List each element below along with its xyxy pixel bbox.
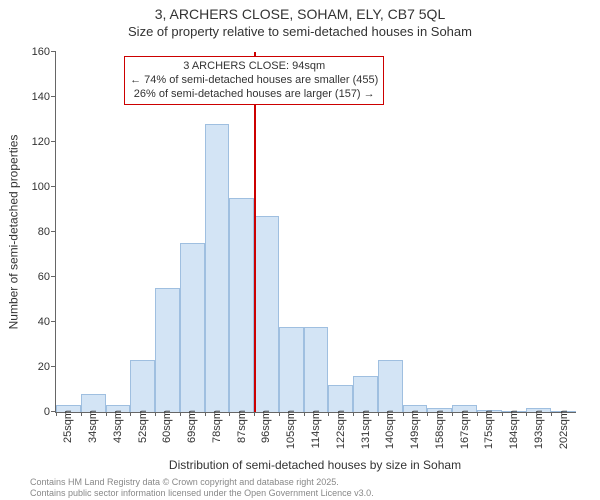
x-tick-label: 175sqm xyxy=(483,410,495,449)
x-tick-label: 87sqm xyxy=(236,410,248,443)
x-tick xyxy=(205,412,206,416)
x-tick-label: 193sqm xyxy=(533,410,545,449)
x-tick xyxy=(378,412,379,416)
property-size-chart: 3, ARCHERS CLOSE, SOHAM, ELY, CB7 5QL Si… xyxy=(0,0,600,500)
x-tick-label: 158sqm xyxy=(434,410,446,449)
x-axis-label: Distribution of semi-detached houses by … xyxy=(55,458,575,472)
y-tick: 140 xyxy=(16,91,50,103)
x-tick-label: 60sqm xyxy=(161,410,173,443)
footer-line-2: Contains public sector information licen… xyxy=(30,488,374,498)
x-tick-label: 202sqm xyxy=(558,410,570,449)
x-tick xyxy=(304,412,305,416)
x-tick-label: 78sqm xyxy=(211,410,223,443)
histogram-bar xyxy=(130,360,155,412)
histogram-bar xyxy=(205,124,230,412)
x-tick-label: 25sqm xyxy=(62,410,74,443)
x-tick xyxy=(106,412,107,416)
x-tick-label: 43sqm xyxy=(112,410,124,443)
marker-annotation: 3 ARCHERS CLOSE: 94sqm← 74% of semi-deta… xyxy=(124,56,384,105)
x-tick xyxy=(452,412,453,416)
x-tick-label: 149sqm xyxy=(409,410,421,449)
histogram-bar xyxy=(155,288,180,412)
x-tick-label: 114sqm xyxy=(310,410,322,448)
x-tick xyxy=(403,412,404,416)
x-tick xyxy=(353,412,354,416)
x-tick-label: 140sqm xyxy=(384,410,396,449)
x-tick xyxy=(155,412,156,416)
y-tick: 80 xyxy=(16,226,50,238)
chart-title-address: 3, ARCHERS CLOSE, SOHAM, ELY, CB7 5QL xyxy=(0,6,600,22)
histogram-bar xyxy=(304,327,329,413)
annotation-line-3: 26% of semi-detached houses are larger (… xyxy=(130,88,378,102)
histogram-bar xyxy=(180,243,205,412)
histogram-bar xyxy=(353,376,378,412)
y-tick: 120 xyxy=(16,136,50,148)
x-tick xyxy=(254,412,255,416)
histogram-bar xyxy=(328,385,353,412)
x-tick xyxy=(502,412,503,416)
x-tick xyxy=(328,412,329,416)
chart-footer: Contains HM Land Registry data © Crown c… xyxy=(30,477,374,498)
x-tick xyxy=(130,412,131,416)
y-tick: 60 xyxy=(16,271,50,283)
x-tick-label: 96sqm xyxy=(260,410,272,443)
property-marker-line xyxy=(254,52,256,412)
y-tick: 20 xyxy=(16,361,50,373)
x-tick xyxy=(477,412,478,416)
chart-title-description: Size of property relative to semi-detach… xyxy=(0,24,600,39)
x-tick-label: 167sqm xyxy=(459,410,471,449)
x-tick xyxy=(81,412,82,416)
y-tick: 40 xyxy=(16,316,50,328)
x-tick-label: 105sqm xyxy=(285,410,297,449)
plot-area: 02040608010012014016025sqm34sqm43sqm52sq… xyxy=(55,52,576,413)
histogram-bar xyxy=(378,360,403,412)
x-tick xyxy=(551,412,552,416)
x-tick xyxy=(279,412,280,416)
y-tick: 100 xyxy=(16,181,50,193)
histogram-bar xyxy=(254,216,279,412)
x-tick-label: 52sqm xyxy=(137,410,149,443)
histogram-bar xyxy=(229,198,254,412)
annotation-line-2: ← 74% of semi-detached houses are smalle… xyxy=(130,74,378,88)
x-tick-label: 122sqm xyxy=(335,410,347,449)
y-tick: 160 xyxy=(16,46,50,58)
x-tick xyxy=(56,412,57,416)
x-tick-label: 69sqm xyxy=(186,410,198,443)
x-tick-label: 131sqm xyxy=(360,410,372,449)
footer-line-1: Contains HM Land Registry data © Crown c… xyxy=(30,477,374,487)
x-tick-label: 34sqm xyxy=(87,410,99,443)
x-tick xyxy=(526,412,527,416)
annotation-line-1: 3 ARCHERS CLOSE: 94sqm xyxy=(130,60,378,74)
histogram-bar xyxy=(279,327,304,413)
y-tick: 0 xyxy=(16,406,50,418)
x-tick xyxy=(229,412,230,416)
chart-title-block: 3, ARCHERS CLOSE, SOHAM, ELY, CB7 5QL Si… xyxy=(0,6,600,39)
x-tick xyxy=(427,412,428,416)
x-tick xyxy=(180,412,181,416)
x-tick-label: 184sqm xyxy=(508,410,520,449)
